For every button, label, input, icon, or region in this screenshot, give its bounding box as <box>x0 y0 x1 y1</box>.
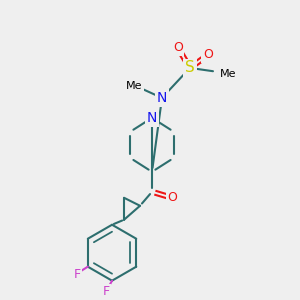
Text: O: O <box>173 41 183 54</box>
Text: N: N <box>157 91 167 105</box>
Text: O: O <box>167 191 177 204</box>
Text: S: S <box>185 60 195 75</box>
Text: O: O <box>203 48 213 62</box>
Text: N: N <box>147 111 157 125</box>
Text: F: F <box>103 285 110 298</box>
Text: F: F <box>73 268 80 281</box>
Text: Me: Me <box>126 81 142 91</box>
Text: Me: Me <box>220 69 236 79</box>
